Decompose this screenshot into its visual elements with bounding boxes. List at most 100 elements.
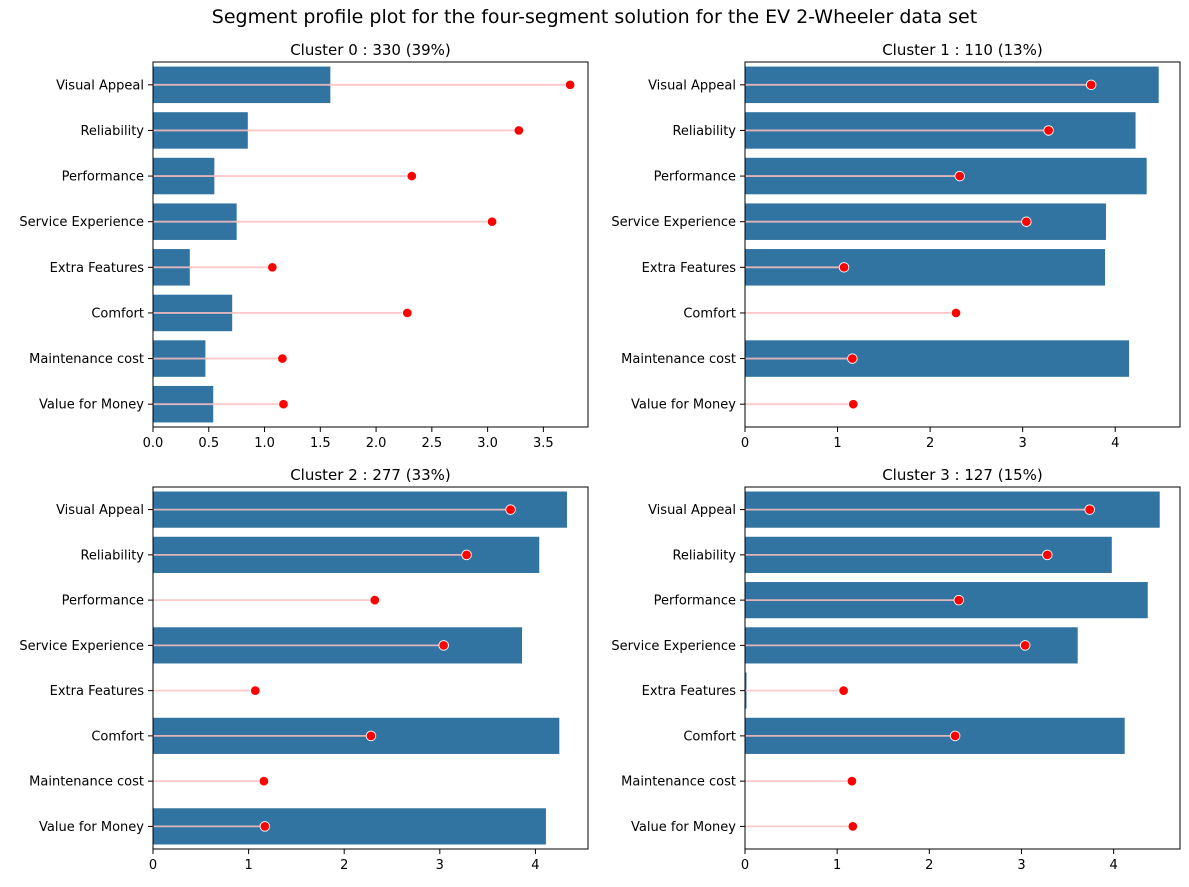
cluster-0-ytick-label: Service Experience (19, 215, 144, 230)
cluster-1-ytick-label: Visual Appeal (648, 78, 736, 93)
cluster-1-xtick-label: 3 (1019, 436, 1027, 451)
cluster-3-ytick-label: Extra Features (642, 684, 737, 699)
cluster-3-point-performance (953, 594, 965, 606)
cluster-1-axes-frame (744, 61, 1181, 428)
cluster-1-point-visual-appeal (1085, 79, 1097, 91)
cluster-0-point-comfort (402, 307, 413, 319)
cluster-2-axes-frame (152, 486, 589, 850)
cluster-2-title: Cluster 2 : 277 (33%) (290, 466, 451, 484)
cluster-1-point-extra-features (838, 262, 850, 273)
cluster-0-point-reliability (513, 125, 525, 136)
cluster-2-xtick-label: 4 (531, 858, 539, 873)
cluster-0-xtick-label: 0.0 (143, 436, 164, 451)
cluster-2-ytick-label: Comfort (91, 729, 144, 744)
cluster-3-point-reliability (1042, 549, 1053, 561)
cluster-0-point-extra-features (267, 262, 278, 273)
cluster-1-ytick-label: Comfort (683, 306, 736, 321)
cluster-2-point-value-for-money (259, 821, 271, 832)
cluster-3-panel: Cluster 3 : 127 (15%) Visual Appeal Reliab… (611, 466, 1181, 873)
cluster-3-point-maintenance-cost (846, 775, 858, 787)
cluster-3-ytick-label: Performance (654, 594, 736, 609)
cluster-1-panel: Cluster 1 : 110 (13%) Visual Appeal Reliab… (611, 41, 1181, 451)
cluster-2-ytick-label: Reliability (80, 548, 144, 563)
cluster-2-ytick-label: Service Experience (19, 639, 144, 654)
cluster-1-xtick-label: 2 (926, 436, 934, 451)
cluster-2-point-reliability (461, 549, 472, 561)
cluster-3-ytick-label: Value for Money (631, 820, 736, 835)
cluster-3-xtick-label: 3 (1017, 858, 1025, 873)
cluster-0-ytick-label: Performance (62, 170, 144, 185)
cluster-2-point-extra-features (250, 685, 261, 696)
cluster-3-point-service-experience (1019, 640, 1031, 651)
cluster-3-title: Cluster 3 : 127 (15%) (882, 466, 1043, 484)
cluster-2-ytick-label: Extra Features (50, 684, 145, 699)
cluster-3-ytick-label: Service Experience (611, 639, 736, 654)
cluster-2-ytick-label: Visual Appeal (56, 503, 144, 518)
cluster-0-xtick-label: 0.5 (198, 436, 219, 451)
cluster-1-ytick-label: Extra Features (642, 261, 737, 276)
cluster-3-xtick-label: 4 (1110, 858, 1118, 873)
cluster-0-xtick-label: 2.0 (366, 436, 387, 451)
cluster-1-point-reliability (1043, 125, 1054, 136)
cluster-0-point-value-for-money (278, 398, 289, 410)
cluster-0-xtick-label: 3.0 (477, 436, 498, 451)
cluster-2-xtick-label: 2 (340, 858, 348, 873)
cluster-2-ytick-label: Value for Money (39, 820, 144, 835)
cluster-2-point-comfort (365, 730, 377, 742)
cluster-1-ytick-label: Maintenance cost (621, 352, 736, 367)
cluster-2-xtick-label: 0 (149, 858, 157, 873)
cluster-0-axes-frame (152, 61, 589, 428)
cluster-1-ytick-label: Service Experience (611, 215, 736, 230)
cluster-0-point-performance (406, 170, 418, 182)
cluster-3-ytick-label: Visual Appeal (648, 503, 736, 518)
cluster-1-xtick-label: 1 (833, 436, 841, 451)
figure-title: Segment profile plot for the four-segmen… (211, 6, 978, 28)
cluster-2-xtick-label: 3 (436, 858, 444, 873)
cluster-3-point-value-for-money (847, 821, 859, 832)
cluster-2-point-maintenance-cost (258, 775, 270, 787)
cluster-1-point-value-for-money (848, 398, 859, 410)
cluster-0-point-maintenance-cost (277, 353, 288, 364)
cluster-2-point-service-experience (438, 640, 449, 651)
cluster-0-ytick-label: Extra Features (50, 261, 145, 276)
cluster-2-ytick-label: Maintenance cost (29, 775, 144, 790)
cluster-0-ytick-label: Comfort (91, 306, 144, 321)
cluster-3-xtick-label: 2 (925, 858, 933, 873)
cluster-1-point-maintenance-cost (847, 353, 858, 364)
cluster-1-xtick-label: 4 (1111, 436, 1119, 451)
cluster-0-ytick-label: Reliability (80, 124, 144, 139)
cluster-2-point-performance (369, 594, 381, 606)
cluster-0-ytick-label: Visual Appeal (56, 78, 144, 93)
cluster-2-xtick-label: 1 (244, 858, 252, 873)
cluster-2-ytick-label: Performance (62, 594, 144, 609)
cluster-3-xtick-label: 1 (833, 858, 841, 873)
cluster-0-point-service-experience (486, 216, 498, 227)
cluster-1-point-service-experience (1021, 216, 1032, 227)
cluster-0-title: Cluster 0 : 330 (39%) (290, 41, 451, 59)
cluster-3-ytick-label: Comfort (683, 729, 736, 744)
cluster-2-point-visual-appeal (505, 504, 516, 515)
cluster-0-xtick-label: 3.5 (533, 436, 554, 451)
cluster-3-point-extra-features (838, 685, 849, 696)
cluster-3-xtick-label: 0 (741, 858, 749, 873)
cluster-3-axes-frame (744, 486, 1181, 850)
cluster-1-ytick-label: Performance (654, 170, 736, 185)
cluster-1-title: Cluster 1 : 110 (13%) (882, 41, 1043, 59)
cluster-0-point-visual-appeal (564, 79, 576, 91)
cluster-3-point-visual-appeal (1084, 504, 1095, 515)
cluster-1-point-comfort (950, 307, 962, 319)
cluster-0-xtick-label: 1.5 (310, 436, 331, 451)
cluster-3-ytick-label: Reliability (672, 548, 736, 563)
cluster-0-ytick-label: Maintenance cost (29, 352, 144, 367)
cluster-1-xtick-label: 0 (741, 436, 749, 451)
cluster-1-point-performance (954, 170, 965, 182)
cluster-2-panel: Cluster 2 : 277 (33%) Visual Appeal Reliab… (19, 466, 589, 873)
cluster-3-ytick-label: Maintenance cost (621, 775, 736, 790)
cluster-0-xtick-label: 2.5 (422, 436, 443, 451)
cluster-3-point-comfort (949, 730, 961, 742)
cluster-0-ytick-label: Value for Money (39, 398, 144, 413)
cluster-1-ytick-label: Reliability (672, 124, 736, 139)
cluster-0-xtick-label: 1.0 (254, 436, 275, 451)
cluster-0-panel: Cluster 0 : 330 (39%) Visual Appeal Reliab… (19, 41, 589, 451)
